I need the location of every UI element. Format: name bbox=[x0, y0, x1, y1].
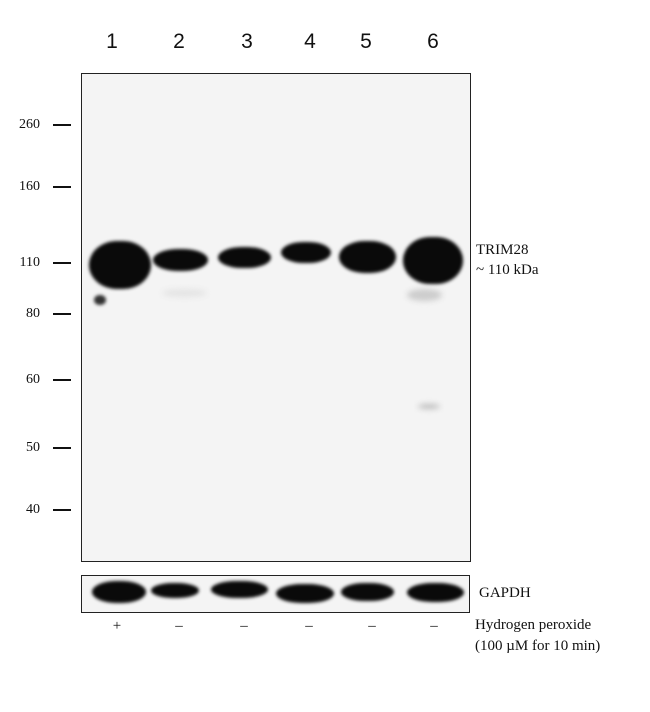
mw-marker-tick bbox=[53, 509, 71, 511]
treatment-sign: – bbox=[175, 618, 183, 634]
treatment-sign: – bbox=[305, 618, 313, 634]
treatment-condition: (100 µM for 10 min) bbox=[475, 638, 601, 654]
mw-marker-tick bbox=[53, 124, 71, 126]
trim28-band bbox=[403, 237, 463, 284]
gapdh-band bbox=[407, 583, 464, 602]
gapdh-label: GAPDH bbox=[479, 585, 531, 601]
gapdh-band bbox=[341, 583, 394, 601]
lane-number: 5 bbox=[360, 30, 372, 53]
mw-marker-label: 50 bbox=[26, 440, 40, 455]
mw-marker-tick bbox=[53, 313, 71, 315]
gapdh-band bbox=[92, 581, 146, 603]
trim28-band bbox=[153, 249, 208, 271]
minor-band bbox=[407, 289, 442, 301]
gapdh-band bbox=[151, 583, 199, 598]
mw-marker-label: 110 bbox=[19, 255, 40, 270]
trim28-band bbox=[89, 241, 151, 289]
mw-marker-label: 160 bbox=[19, 179, 40, 194]
mw-marker-label: 40 bbox=[26, 502, 40, 517]
treatment-sign: – bbox=[430, 618, 438, 634]
mw-marker-label: 60 bbox=[26, 372, 40, 387]
trim28-size-label: ~ 110 kDa bbox=[476, 262, 539, 278]
minor-band bbox=[418, 404, 440, 409]
treatment-sign: – bbox=[240, 618, 248, 634]
minor-band bbox=[94, 295, 106, 305]
minor-band bbox=[162, 289, 207, 297]
treatment-label: Hydrogen peroxide bbox=[475, 617, 592, 633]
mw-marker-label: 80 bbox=[26, 306, 40, 321]
treatment-sign: – bbox=[368, 618, 376, 634]
mw-marker-tick bbox=[53, 379, 71, 381]
lane-number: 6 bbox=[427, 30, 439, 53]
gapdh-blot bbox=[81, 575, 470, 613]
lane-number: 4 bbox=[304, 30, 316, 53]
trim28-band bbox=[281, 242, 331, 263]
lane-number: 1 bbox=[106, 30, 118, 53]
trim28-band bbox=[218, 247, 271, 268]
trim28-label: TRIM28 bbox=[476, 242, 529, 258]
lane-number: 2 bbox=[173, 30, 185, 53]
mw-marker-tick bbox=[53, 262, 71, 264]
treatment-sign: + bbox=[112, 618, 122, 634]
trim28-blot bbox=[81, 73, 471, 562]
lane-number: 3 bbox=[241, 30, 253, 53]
mw-marker-tick bbox=[53, 447, 71, 449]
gapdh-band bbox=[211, 581, 268, 598]
mw-marker-label: 260 bbox=[19, 117, 40, 132]
mw-marker-tick bbox=[53, 186, 71, 188]
trim28-band bbox=[339, 241, 396, 273]
gapdh-band bbox=[276, 584, 334, 603]
